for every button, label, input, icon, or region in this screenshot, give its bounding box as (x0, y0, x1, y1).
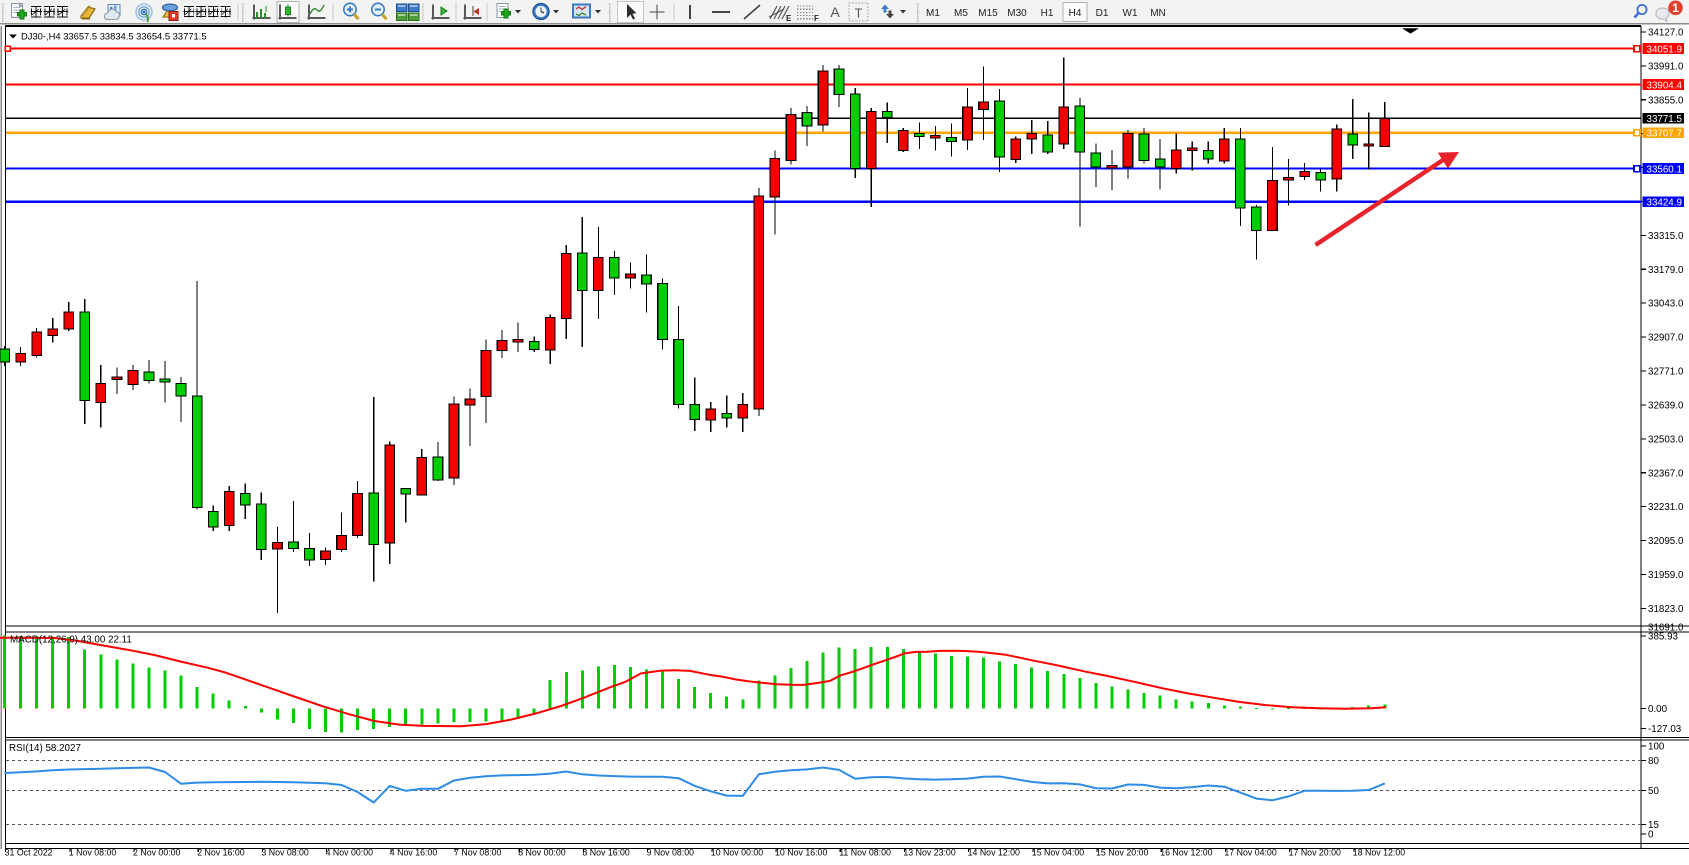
svg-text:17 Nov 20:00: 17 Nov 20:00 (1289, 848, 1341, 858)
svg-text:MACD(12,26,9) 43.00 22.11: MACD(12,26,9) 43.00 22.11 (10, 635, 132, 646)
svg-text:M30: M30 (1007, 8, 1027, 19)
svg-text:31959.0: 31959.0 (1648, 570, 1684, 581)
svg-text:33315.0: 33315.0 (1648, 231, 1684, 242)
svg-text:33560.1: 33560.1 (1647, 164, 1682, 175)
svg-text:M1: M1 (926, 8, 940, 19)
svg-text:T: T (855, 6, 863, 21)
svg-text:F: F (814, 14, 819, 23)
svg-text:33771.5: 33771.5 (1647, 114, 1683, 125)
svg-text:15: 15 (1648, 820, 1659, 831)
svg-text:H1: H1 (1041, 8, 1054, 19)
svg-text:17 Nov 04:00: 17 Nov 04:00 (1224, 848, 1276, 858)
svg-text:0.00: 0.00 (1648, 704, 1668, 715)
svg-text:E: E (786, 14, 792, 23)
svg-text:32231.0: 32231.0 (1648, 502, 1684, 513)
svg-text:2 Nov 16:00: 2 Nov 16:00 (197, 848, 245, 858)
svg-text:M5: M5 (954, 8, 968, 19)
svg-text:MN: MN (1150, 8, 1166, 19)
svg-text:8 Nov 16:00: 8 Nov 16:00 (582, 848, 630, 858)
svg-text:31691.0: 31691.0 (1648, 622, 1684, 633)
svg-text:33043.0: 33043.0 (1648, 299, 1684, 310)
svg-text:W1: W1 (1123, 8, 1138, 19)
svg-text:32639.0: 32639.0 (1648, 401, 1684, 412)
svg-text:33904.4: 33904.4 (1647, 80, 1683, 91)
svg-text:RSI(14) 58.2027: RSI(14) 58.2027 (9, 743, 81, 754)
svg-text:34127.0: 34127.0 (1648, 28, 1684, 39)
svg-text:10 Nov 16:00: 10 Nov 16:00 (775, 848, 827, 858)
svg-text:33991.0: 33991.0 (1648, 61, 1684, 72)
svg-text:8 Nov 00:00: 8 Nov 00:00 (518, 848, 566, 858)
svg-text:33424.9: 33424.9 (1647, 198, 1682, 209)
svg-text:50: 50 (1648, 786, 1659, 797)
svg-text:11 Nov 08:00: 11 Nov 08:00 (839, 848, 891, 858)
svg-text:13 Nov 23:00: 13 Nov 23:00 (903, 848, 955, 858)
svg-text:9 Nov 08:00: 9 Nov 08:00 (647, 848, 695, 858)
svg-text:0: 0 (1648, 830, 1654, 841)
svg-text:100: 100 (1648, 742, 1665, 753)
svg-text:34051.9: 34051.9 (1647, 44, 1682, 55)
svg-text:H4: H4 (1069, 8, 1082, 19)
svg-text:31 Oct 2022: 31 Oct 2022 (5, 848, 53, 858)
svg-text:4 Nov 16:00: 4 Nov 16:00 (390, 848, 438, 858)
svg-text:7 Nov 08:00: 7 Nov 08:00 (454, 848, 502, 858)
svg-text:D1: D1 (1096, 8, 1109, 19)
svg-text:M15: M15 (978, 8, 998, 19)
svg-text:80: 80 (1648, 756, 1659, 767)
svg-text:32907.0: 32907.0 (1648, 333, 1684, 344)
svg-text:10 Nov 00:00: 10 Nov 00:00 (711, 848, 763, 858)
svg-text:2 Nov 00:00: 2 Nov 00:00 (133, 848, 181, 858)
svg-text:32095.0: 32095.0 (1648, 536, 1684, 547)
svg-text:15 Nov 20:00: 15 Nov 20:00 (1096, 848, 1148, 858)
svg-text:4 Nov 00:00: 4 Nov 00:00 (326, 848, 374, 858)
svg-text:1 Nov 08:00: 1 Nov 08:00 (69, 848, 117, 858)
svg-text:33707.7: 33707.7 (1647, 129, 1682, 140)
svg-text:A: A (830, 4, 840, 20)
svg-text:16 Nov 12:00: 16 Nov 12:00 (1160, 848, 1212, 858)
svg-text:-127.03: -127.03 (1648, 724, 1682, 735)
svg-text:32771.0: 32771.0 (1648, 367, 1684, 378)
svg-text:32367.0: 32367.0 (1648, 468, 1684, 479)
svg-text:14 Nov 12:00: 14 Nov 12:00 (968, 848, 1020, 858)
svg-text:1: 1 (1672, 1, 1679, 15)
svg-text:15 Nov 04:00: 15 Nov 04:00 (1032, 848, 1084, 858)
svg-text:DJ30-,H4 33657.5 33834.5 3365: DJ30-,H4 33657.5 33834.5 33654.5 33771.5 (21, 31, 207, 42)
svg-text:385.93: 385.93 (1648, 632, 1679, 643)
svg-text:18 Nov 12:00: 18 Nov 12:00 (1353, 848, 1405, 858)
svg-text:3 Nov 08:00: 3 Nov 08:00 (261, 848, 309, 858)
svg-text:33179.0: 33179.0 (1648, 265, 1684, 276)
svg-text:33855.0: 33855.0 (1648, 95, 1684, 106)
svg-text:31823.0: 31823.0 (1648, 604, 1684, 615)
svg-text:32503.0: 32503.0 (1648, 434, 1684, 445)
